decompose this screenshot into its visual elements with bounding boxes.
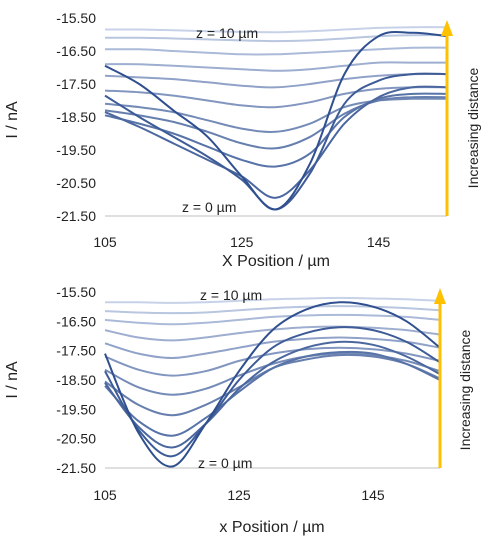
series-line <box>104 313 441 326</box>
series-line <box>104 26 448 34</box>
y-tick-label: -20.50 <box>56 431 96 447</box>
z-bottom-annotation: z = 0 µm <box>182 199 236 215</box>
x-tick-labels: 105 125 145 <box>93 234 390 250</box>
x-axis-label: x Position / µm <box>219 519 324 536</box>
y-tick-label: -18.50 <box>56 372 96 388</box>
series-layer <box>104 26 448 211</box>
series-line <box>104 296 441 304</box>
increasing-distance-arrow <box>434 288 446 468</box>
series-line <box>104 301 441 468</box>
chart-top: -15.50 -16.50 -17.50 -18.50 -19.50 -20.50 -21.… <box>4 10 481 270</box>
y-tick-label: -20.50 <box>56 175 96 191</box>
series-line <box>104 350 441 437</box>
x-tick-label: 145 <box>361 487 385 503</box>
chart-top-svg: -15.50 -16.50 -17.50 -18.50 -19.50 -20.50 -21.… <box>4 10 481 270</box>
y-tick-label: -15.50 <box>56 284 96 300</box>
arrow-label: Increasing distance <box>465 67 481 188</box>
y-axis-label: I / nA <box>4 361 21 399</box>
series-line <box>104 46 448 56</box>
y-tick-label: -21.50 <box>56 460 96 476</box>
y-tick-label: -19.50 <box>56 142 96 158</box>
x-tick-label: 105 <box>93 487 117 503</box>
x-tick-label: 125 <box>230 234 254 250</box>
series-layer <box>104 296 441 468</box>
z-top-annotation: z = 10 µm <box>200 287 262 303</box>
y-tick-labels: -15.50 -16.50 -17.50 -18.50 -19.50 -20.50 -21.… <box>56 284 96 476</box>
chart-bottom: -15.50 -16.50 -17.50 -18.50 -19.50 -20.50 -21.… <box>0 272 488 540</box>
y-tick-label: -21.50 <box>56 208 96 224</box>
series-line <box>104 340 441 449</box>
series-line <box>104 86 448 109</box>
z-top-annotation: z = 10 µm <box>196 25 258 41</box>
series-line <box>104 325 441 342</box>
z-bottom-annotation: z = 0 µm <box>198 455 252 471</box>
series-line <box>104 346 441 377</box>
series-line <box>104 95 448 150</box>
series-line <box>104 336 441 360</box>
series-line <box>104 34 448 43</box>
x-tick-labels: 105 125 145 <box>93 487 385 503</box>
y-tick-label: -18.50 <box>56 109 96 125</box>
x-tick-label: 145 <box>367 234 391 250</box>
y-tick-label: -15.50 <box>56 10 96 26</box>
series-line <box>104 326 441 458</box>
y-tick-labels: -15.50 -16.50 -17.50 -18.50 -19.50 -20.50 -21.… <box>56 10 96 224</box>
increasing-distance-arrow <box>441 20 453 216</box>
series-line <box>104 30 448 211</box>
y-tick-label: -16.50 <box>56 313 96 329</box>
chart-bottom-svg: -15.50 -16.50 -17.50 -18.50 -19.50 -20.50 -21.… <box>4 284 473 536</box>
x-axis-label: X Position / µm <box>222 253 330 270</box>
series-line <box>104 92 448 168</box>
x-tick-label: 125 <box>227 487 251 503</box>
y-tick-label: -19.50 <box>56 401 96 417</box>
y-tick-label: -17.50 <box>56 343 96 359</box>
y-tick-label: -16.50 <box>56 43 96 59</box>
series-line <box>104 72 448 89</box>
series-line <box>104 305 441 315</box>
x-tick-label: 105 <box>93 234 117 250</box>
arrow-label: Increasing distance <box>457 329 473 450</box>
series-line <box>104 85 448 199</box>
y-tick-label: -17.50 <box>56 76 96 92</box>
y-axis-label: I / nA <box>4 101 21 139</box>
series-line <box>104 61 447 72</box>
